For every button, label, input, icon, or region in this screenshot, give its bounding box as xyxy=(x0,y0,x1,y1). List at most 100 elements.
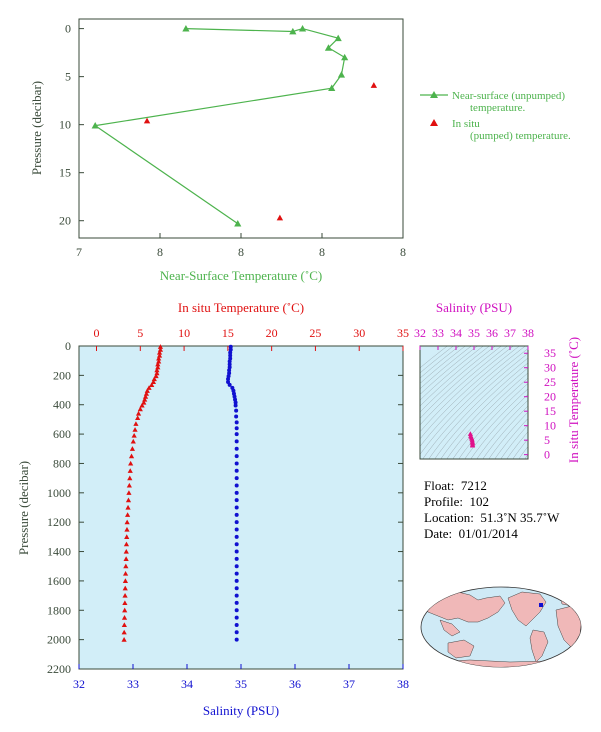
ts-contour xyxy=(420,346,508,426)
salinity-marker xyxy=(234,483,239,488)
ts-salinity-tick-label: 32 xyxy=(414,326,426,340)
temperature-marker xyxy=(131,432,137,438)
near-surface-y-tick-label: 5 xyxy=(65,70,71,84)
ts-contour xyxy=(446,372,528,459)
ts-salinity-tick-label: 33 xyxy=(432,326,444,340)
location-value: 51.3˚N 35.7˚W xyxy=(480,510,560,525)
temperature-marker xyxy=(157,347,164,352)
temperature-marker xyxy=(137,406,143,412)
salinity-marker xyxy=(234,615,239,620)
profile-temperature-tick-label: 5 xyxy=(137,326,143,340)
near-surface-marker xyxy=(328,84,336,92)
near-surface-x-tick-label: 7 xyxy=(76,245,82,259)
salinity-marker xyxy=(227,362,232,367)
float-info-panel: Float: 7212 Profile: 102 Location: 51.3˚… xyxy=(424,478,559,542)
profile-y-tick-label: 600 xyxy=(53,427,71,441)
near-surface-marker xyxy=(182,25,190,32)
profile-temperature-tick-label: 30 xyxy=(353,326,365,340)
ts-contour xyxy=(420,346,502,419)
profile-temperature-tick-label: 35 xyxy=(397,326,409,340)
salinity-marker xyxy=(233,400,238,405)
temperature-marker xyxy=(139,402,145,408)
temperature-marker xyxy=(127,468,133,473)
in-situ-marker xyxy=(276,214,284,221)
temperature-marker xyxy=(157,344,164,349)
temperature-marker xyxy=(121,637,127,642)
ts-marker xyxy=(469,442,476,448)
salinity-marker xyxy=(227,368,232,373)
salinity-marker xyxy=(234,564,239,569)
near-surface-marker xyxy=(337,71,346,78)
near-surface-marker xyxy=(341,53,349,61)
temperature-marker xyxy=(143,391,150,396)
ts-contour xyxy=(420,346,484,401)
ts-contour xyxy=(428,357,528,459)
profile-salinity-tick-label: 35 xyxy=(235,677,247,691)
date-value: 01/01/2014 xyxy=(458,526,518,541)
temperature-marker xyxy=(142,394,149,399)
land-europe-west xyxy=(559,591,581,607)
salinity-marker xyxy=(234,556,239,561)
near-surface-y-tick-label: 15 xyxy=(59,166,71,180)
temperature-marker xyxy=(122,600,128,606)
ts-temperature-tick-label: 25 xyxy=(544,375,556,389)
land-south-america xyxy=(529,629,549,663)
near-surface-marker xyxy=(234,219,242,227)
float-id: 7212 xyxy=(460,478,487,493)
salinity-marker xyxy=(227,382,232,387)
salinity-marker xyxy=(234,461,239,466)
in-situ-series-markers xyxy=(143,82,378,221)
ts-salinity-tick-label: 34 xyxy=(450,326,462,340)
salinity-marker xyxy=(234,426,239,431)
temperature-marker xyxy=(122,607,128,613)
profile-salinity-axis-label: Salinity (PSU) xyxy=(203,703,279,718)
ts-temperature-tick-label: 30 xyxy=(544,361,556,375)
salinity-marker xyxy=(234,520,239,525)
near-surface-x-tick-label: 8 xyxy=(157,245,163,259)
near-surface-y-tick-label: 0 xyxy=(65,22,71,36)
world-map xyxy=(420,586,582,668)
temperature-marker xyxy=(149,382,155,387)
profile-y-tick-label: 1800 xyxy=(47,603,71,617)
salinity-marker xyxy=(234,608,239,613)
salinity-marker xyxy=(228,344,233,349)
temperature-marker xyxy=(125,512,131,517)
temperature-marker xyxy=(129,446,136,451)
ts-temperature-tick-label: 20 xyxy=(544,390,556,404)
ts-salinity-tick-label: 36 xyxy=(486,326,498,340)
temperature-marker xyxy=(141,399,147,405)
near-surface-y-axis-label: Pressure (decibar) xyxy=(29,81,44,175)
legend-marker-green xyxy=(430,91,438,98)
temperature-marker xyxy=(144,388,150,393)
ts-salinity-ticks: 32 33 34 35 36 37 38 xyxy=(414,326,534,350)
profile-salinity-tick-label: 36 xyxy=(289,677,301,691)
legend-label-in-situ: In situ (pumped) temperature. xyxy=(452,118,571,142)
profile-y-tick-label: 2000 xyxy=(47,633,71,647)
profile-temperature-tick-label: 25 xyxy=(309,326,321,340)
salinity-marker xyxy=(234,527,239,532)
ts-markers xyxy=(467,431,476,448)
profile-y-axis-label: Pressure (decibar) xyxy=(16,461,31,555)
salinity-marker xyxy=(234,630,239,635)
ts-salinity-tick-label: 37 xyxy=(504,326,516,340)
ts-contour xyxy=(420,346,454,374)
profile-temperature-ticks: 0 5 10 15 20 25 30 35 xyxy=(94,326,409,351)
temperature-marker xyxy=(128,460,134,466)
temperature-marker xyxy=(126,482,132,488)
temperature-marker xyxy=(123,541,130,547)
temperature-profile-markers xyxy=(121,344,164,642)
ts-salinity-tick-label: 38 xyxy=(522,326,534,340)
profile-temperature-tick-label: 20 xyxy=(266,326,278,340)
salinity-marker xyxy=(234,476,239,481)
temperature-marker xyxy=(156,355,162,361)
salinity-marker xyxy=(234,571,239,576)
ts-marker xyxy=(467,431,473,436)
land-asia-europe xyxy=(424,591,506,623)
profile-y-tick-label: 0 xyxy=(65,339,71,353)
profile-salinity-ticks: 32 33 34 35 36 37 38 xyxy=(73,664,409,691)
temperature-marker xyxy=(122,592,128,598)
near-surface-x-axis-label: Near-Surface Temperature (˚C) xyxy=(160,268,322,283)
ts-contour xyxy=(420,348,528,455)
